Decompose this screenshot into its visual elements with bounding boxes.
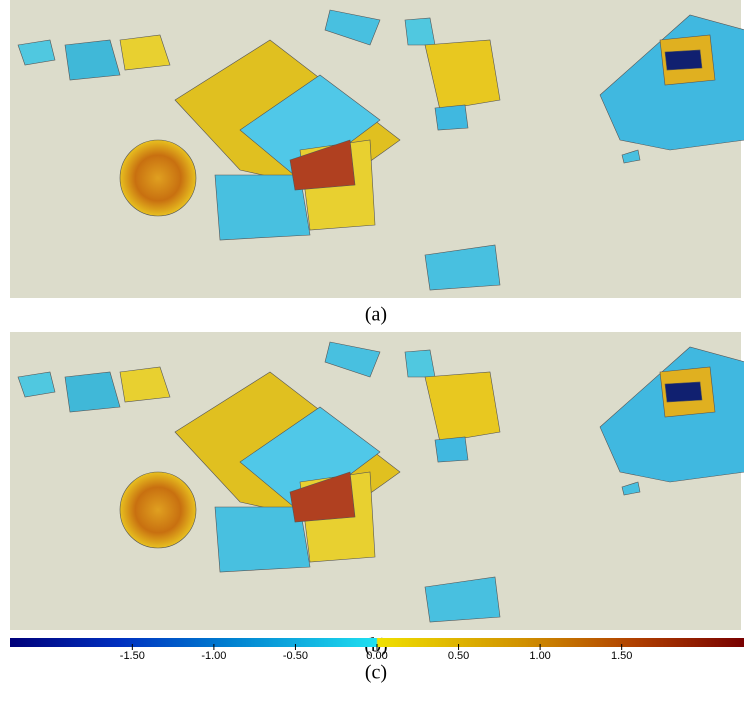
colorbar-label: (c) — [365, 662, 387, 684]
panel-label: (a) — [365, 304, 387, 326]
figure: (a) (b) -1.50-1.00-0.500.000.501.001.50 … — [0, 0, 744, 727]
panel-a-image — [10, 0, 744, 298]
tick-label: -0.50 — [283, 650, 308, 662]
tick-label: 1.00 — [529, 650, 550, 662]
tick-label: 0.00 — [366, 650, 387, 662]
tick-label: -1.50 — [120, 650, 145, 662]
tick-label: 0.50 — [448, 650, 469, 662]
tick-label: -1.00 — [201, 650, 226, 662]
panel-b-image — [10, 332, 744, 630]
tick-label: 1.50 — [611, 650, 632, 662]
